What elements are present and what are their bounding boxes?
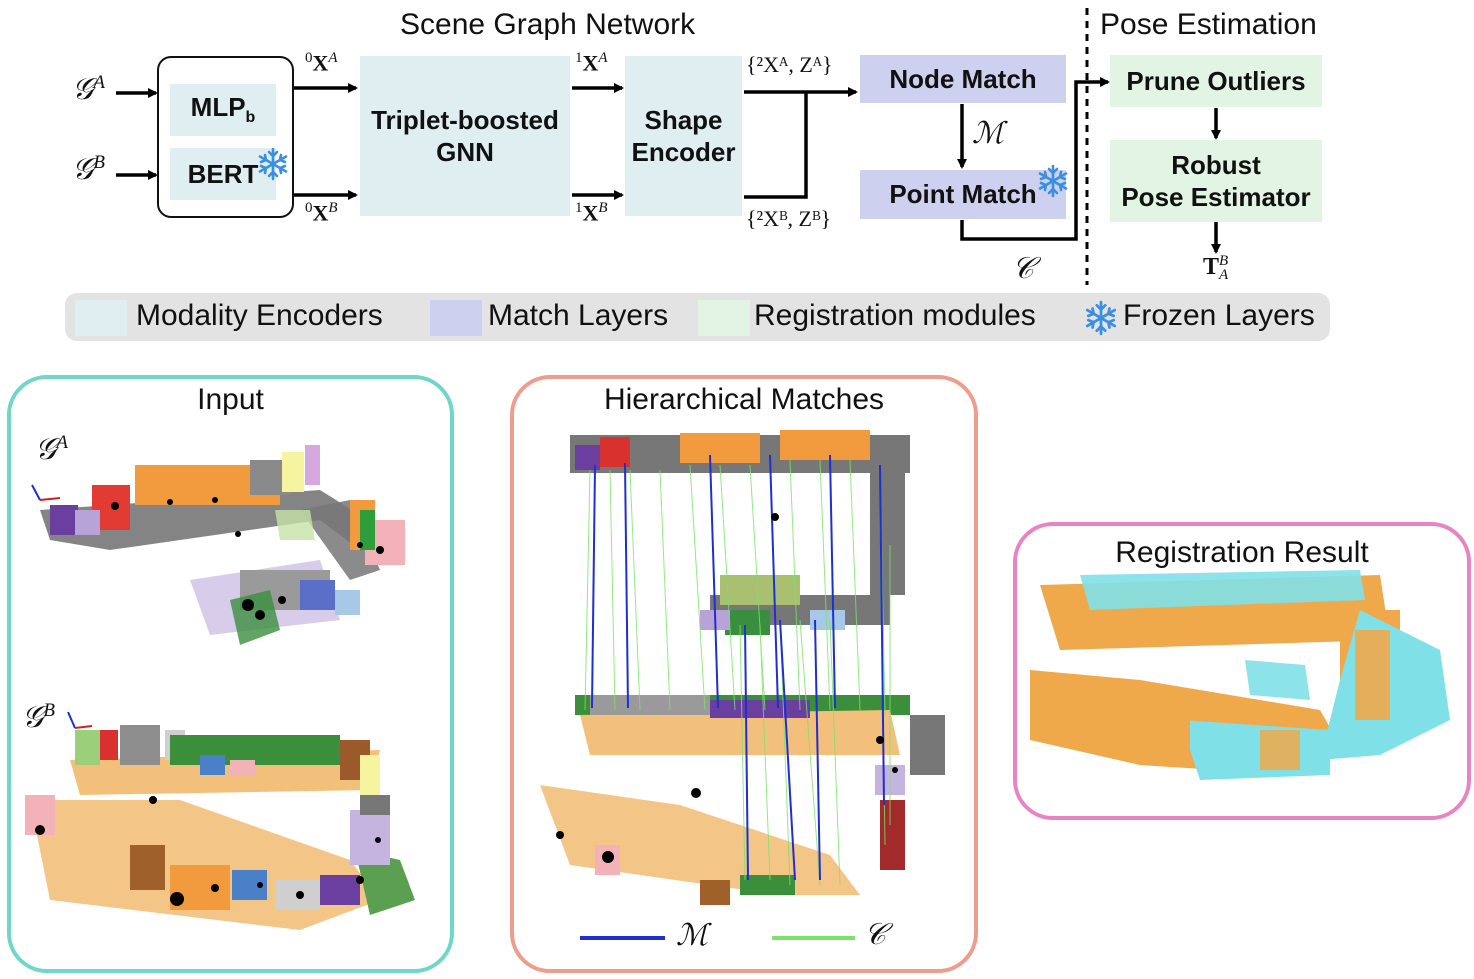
- registration-scene: [1030, 570, 1450, 780]
- matches-panel-title: Hierarchical Matches: [603, 383, 885, 416]
- matches-legend-m: ℳ: [676, 919, 709, 952]
- legend-label-match: Match Layers: [488, 299, 669, 332]
- snowflake-icon: [1038, 164, 1068, 198]
- mlp-box: MLPb: [170, 84, 276, 136]
- section-title-pose: Pose Estimation: [1100, 8, 1317, 41]
- input-graph-a-label: 𝒢A: [72, 72, 105, 106]
- label-m: ℳ: [972, 117, 1005, 150]
- registration-panel-title: Registration Result: [1115, 536, 1369, 569]
- legend-swatch-match: [430, 300, 482, 336]
- prune-outliers-box: Prune Outliers: [1110, 55, 1322, 107]
- input-scene-graph-a: [31, 445, 405, 645]
- shape-encoder-box: Shape Encoder: [625, 56, 742, 216]
- matches-legend-lines: [580, 936, 855, 940]
- snowflake-icon: [258, 147, 288, 181]
- input-panel-title: Input: [197, 383, 264, 416]
- matches-legend-c: 𝒞: [864, 918, 886, 951]
- section-title-network: Scene Graph Network: [400, 8, 696, 41]
- legend-bar: [65, 293, 1330, 341]
- node-match-box: Node Match: [860, 55, 1066, 103]
- label-x2b: {²Xᴮ, Zᴮ}: [746, 206, 832, 231]
- label-x1a: 1XA: [575, 50, 608, 76]
- label-x0a: 0XA: [305, 50, 338, 76]
- line-c: [960, 77, 1110, 241]
- bert-box: BERT: [170, 148, 276, 200]
- input-panel-graph-a-label: 𝒢A: [35, 432, 68, 466]
- legend-label-registration: Registration modules: [754, 299, 1036, 332]
- flow-arrows: [116, 8, 1221, 285]
- gnn-box: Triplet-boosted GNN: [360, 56, 570, 216]
- robust-pose-estimator-box: Robust Pose Estimator: [1110, 140, 1322, 222]
- legend-label-frozen: Frozen Layers: [1123, 299, 1315, 332]
- legend-swatch-registration: [698, 300, 750, 336]
- label-x0b: 0XB: [305, 200, 338, 226]
- matches-scene: [540, 430, 945, 905]
- label-x1b: 1XB: [575, 200, 608, 226]
- label-x2a: {²Xᴬ, Zᴬ}: [746, 52, 833, 77]
- legend-swatch-encoders: [75, 300, 127, 336]
- snowflake-icon: [1085, 300, 1117, 336]
- input-panel-graph-b-label: 𝒢B: [22, 700, 55, 734]
- line-x2b: [744, 92, 808, 199]
- label-c: 𝒞: [1012, 252, 1034, 285]
- legend-label-encoders: Modality Encoders: [136, 299, 383, 332]
- point-match-box: Point Match: [860, 170, 1066, 219]
- input-graph-b-label: 𝒢B: [72, 152, 105, 186]
- input-scene-graph-b: [25, 711, 415, 930]
